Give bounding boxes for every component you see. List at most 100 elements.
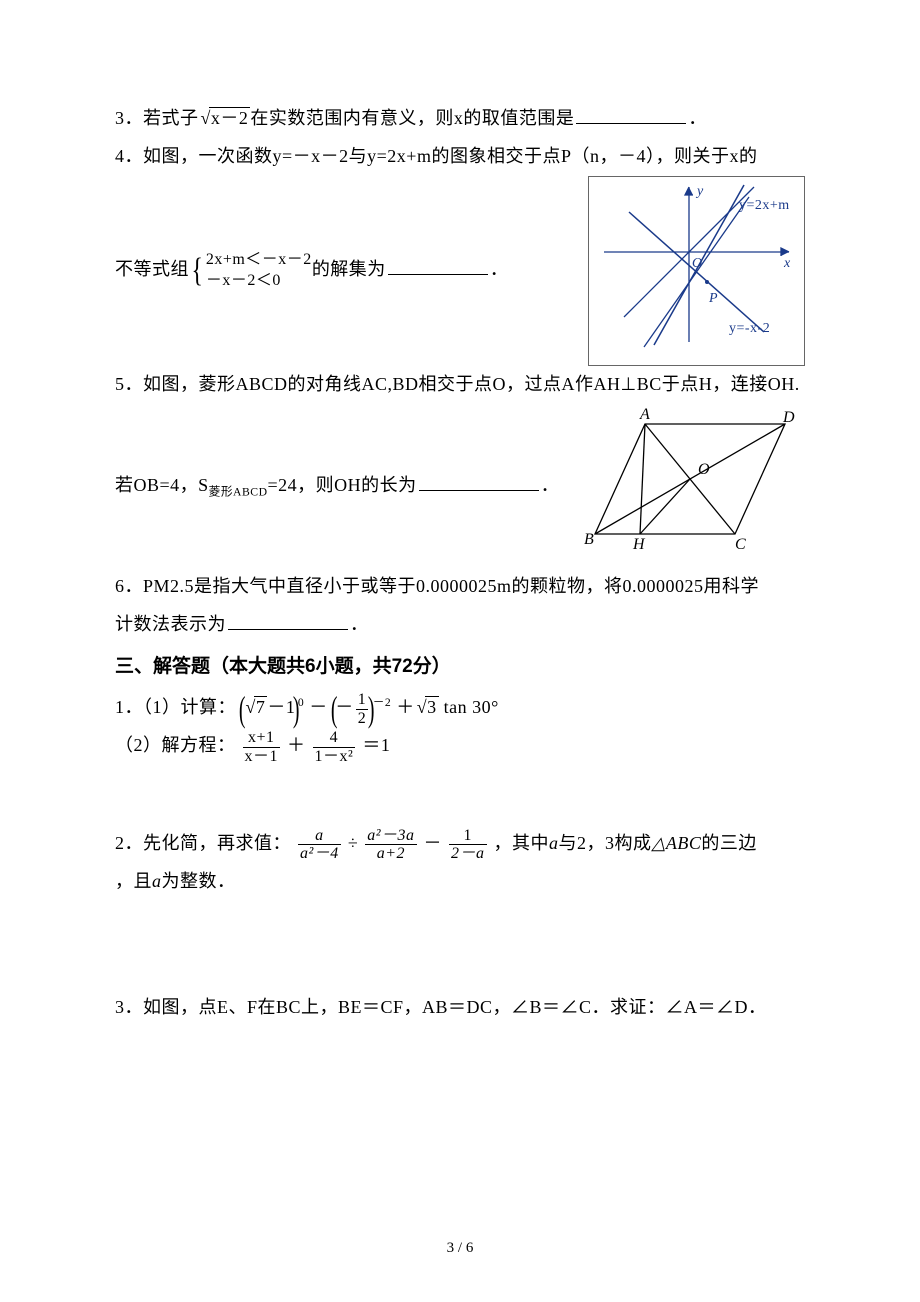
p1b-plus: ＋ [287,735,306,755]
p1b-f2d: 1－x² [313,747,356,766]
rparen2-icon: ) [368,695,375,724]
q4-label-P: P [708,291,718,306]
p2-f2d: a+2 [365,844,416,863]
p1a-prefix: 1．（1）计算： [115,697,236,717]
q6-line1: 6．PM2.5是指大气中直径小于或等于0.0000025m的颗粒物，将0.000… [115,576,759,596]
q4-label-l2: y=-x-2 [729,321,770,336]
p2-div: ÷ [348,833,358,853]
p2-f2: a²－3aa+2 [365,827,416,863]
question-6-line1: 6．PM2.5是指大气中直径小于或等于0.0000025m的颗粒物，将0.000… [115,568,805,606]
sqrt-expr: x－2 [199,100,251,138]
p1b-f1: x+1x－1 [243,729,281,765]
q4-prefix2: 不等式组 [115,259,189,279]
q4-label-x: x [783,256,791,271]
p2-mid: ，其中 [494,833,550,853]
p1a-frac: 12 [356,691,369,727]
q5-H: H [632,536,646,553]
q3-radicand: x－2 [209,107,251,128]
p1a-3: － [309,697,328,717]
q6-period: ． [350,614,369,634]
sqrt7: 7 [244,689,268,727]
p1b-f1d: x－1 [243,747,281,766]
p1a-rad3: 3 [425,696,439,717]
q3-period: ． [688,108,707,128]
p1b-f2n: 4 [313,729,356,747]
page-footer: 3 / 6 [0,1240,920,1257]
q4-label-l1: y=2x+m [739,198,790,213]
brace-icon: { [192,254,204,288]
p2-f2n: a²－3a [365,827,416,845]
question-5-line2: 若OB=4，S菱形ABCD=24，则OH的长为． A D B C H O [115,404,805,568]
q3-suffix: 在实数范围内有意义，则x的取值范围是 [250,108,574,128]
question-5-line1: 5．如图，菱形ABCD的对角线AC,BD相交于点O，过点A作AH⊥BC于点H，连… [115,366,805,404]
q5-O: O [698,461,710,478]
q5-period: ． [541,475,560,495]
p2-l2-a: a [152,871,162,891]
p2-tri: △ABC [652,833,702,853]
p2-minus: － [424,833,443,853]
q3-blank [576,105,686,124]
q5-mid2: =24，则OH的长为 [268,475,417,495]
page: 3．若式子x－2在实数范围内有意义，则x的取值范围是． 4．如图，一次函数y=－… [0,0,920,1302]
p1b-eq: ＝1 [362,735,390,755]
p2-a: a [549,833,559,853]
p1a-pow2: －2 [373,696,392,709]
p2-f1: aa²－4 [298,827,341,863]
q4-label-O: O [692,256,703,271]
p2-f1d: a²－4 [298,844,341,863]
q5-A: A [639,406,650,423]
question-4-line2: 不等式组{ 2x+m＜－x－2 －x－2＜0 的解集为 ． [115,176,805,367]
p1b-f1n: x+1 [243,729,281,747]
p3-text: 3．如图，点E、F在BC上，BE＝CF，AB＝DC，∠B＝∠C．求证：∠A＝∠D… [115,997,767,1017]
sqrt3: 3 [415,689,439,727]
q4-blank [388,256,488,275]
p2-l2-suf: 为整数． [162,871,236,891]
p1a-2: －1 [267,697,295,717]
p1b-prefix: （2）解方程： [115,735,236,755]
spacer-2 [115,901,805,961]
q4-period: ． [490,259,509,279]
q5-B: B [584,531,594,548]
q4-line2-text: 不等式组{ 2x+m＜－x－2 －x－2＜0 的解集为 ． [115,250,580,292]
lparen2-icon: ( [331,695,338,724]
q6-blank [228,611,348,630]
q5-line1-text: 5．如图，菱形ABCD的对角线AC,BD相交于点O，过点A作AH⊥BC于点H，连… [115,374,800,394]
q5-sub: 菱形ABCD [209,486,268,499]
q6-line2-pre: 计数法表示为 [115,614,226,634]
q4-system: 2x+m＜－x－2 －x－2＜0 [206,250,312,292]
q5-line2-text: 若OB=4，S菱形ABCD=24，则OH的长为． [115,467,570,505]
problem-3: 3．如图，点E、F在BC上，BE＝CF，AB＝DC，∠B＝∠C．求证：∠A＝∠D… [115,989,805,1027]
q5-C: C [735,536,746,553]
p2-prefix: 2．先化简，再求值： [115,833,291,853]
p2-f3d: 2－a [449,844,487,863]
p2-mid2: 与2，3构成 [559,833,652,853]
q4-line1-text: 4．如图，一次函数y=－x－2与y=2x+m的图象相交于点P（n，－4），则关于… [115,146,757,166]
p1a-neg: － [335,697,354,717]
problem-1b: （2）解方程： x+1x－1 ＋ 41－x² ＝1 [115,727,805,765]
q4-svg: y x O P y=2x+m y=-x-2 [589,177,804,352]
problem-2-line2: ，且a为整数． [115,863,805,901]
section-3-heading: 三、解答题（本大题共6小题，共72分） [115,644,805,690]
spacer-1 [115,765,805,825]
p2-f3: 12－a [449,827,487,863]
p1a-6: tan 30° [439,697,499,717]
spacer-3 [115,961,805,989]
p2-f1n: a [298,827,341,845]
p2-f3n: 1 [449,827,487,845]
question-4-line1: 4．如图，一次函数y=－x－2与y=2x+m的图象相交于点P（n，－4），则关于… [115,138,805,176]
q5-blank [419,472,539,491]
q4-label-y: y [695,184,704,199]
p1a-num: 1 [356,691,369,709]
p2-suffix: 的三边 [701,833,757,853]
question-6-line2: 计数法表示为 ． [115,606,805,644]
problem-2-line1: 2．先化简，再求值： aa²－4 ÷ a²－3aa+2 － 12－a ，其中a与… [115,825,805,863]
p1a-rad: 7 [254,696,268,717]
p1a-den: 2 [356,709,369,728]
q5-D: D [782,409,795,426]
q4-suffix2: 的解集为 [312,259,386,279]
q5-svg: A D B C H O [570,404,805,554]
question-3: 3．若式子x－2在实数范围内有意义，则x的取值范围是． [115,100,805,138]
problem-1a: 1．（1）计算： (7－1)0 － (－12)－2 ＋3 tan 30° [115,689,805,727]
q4-sys-bot: －x－2＜0 [206,271,312,292]
q5-figure: A D B C H O [570,404,805,568]
